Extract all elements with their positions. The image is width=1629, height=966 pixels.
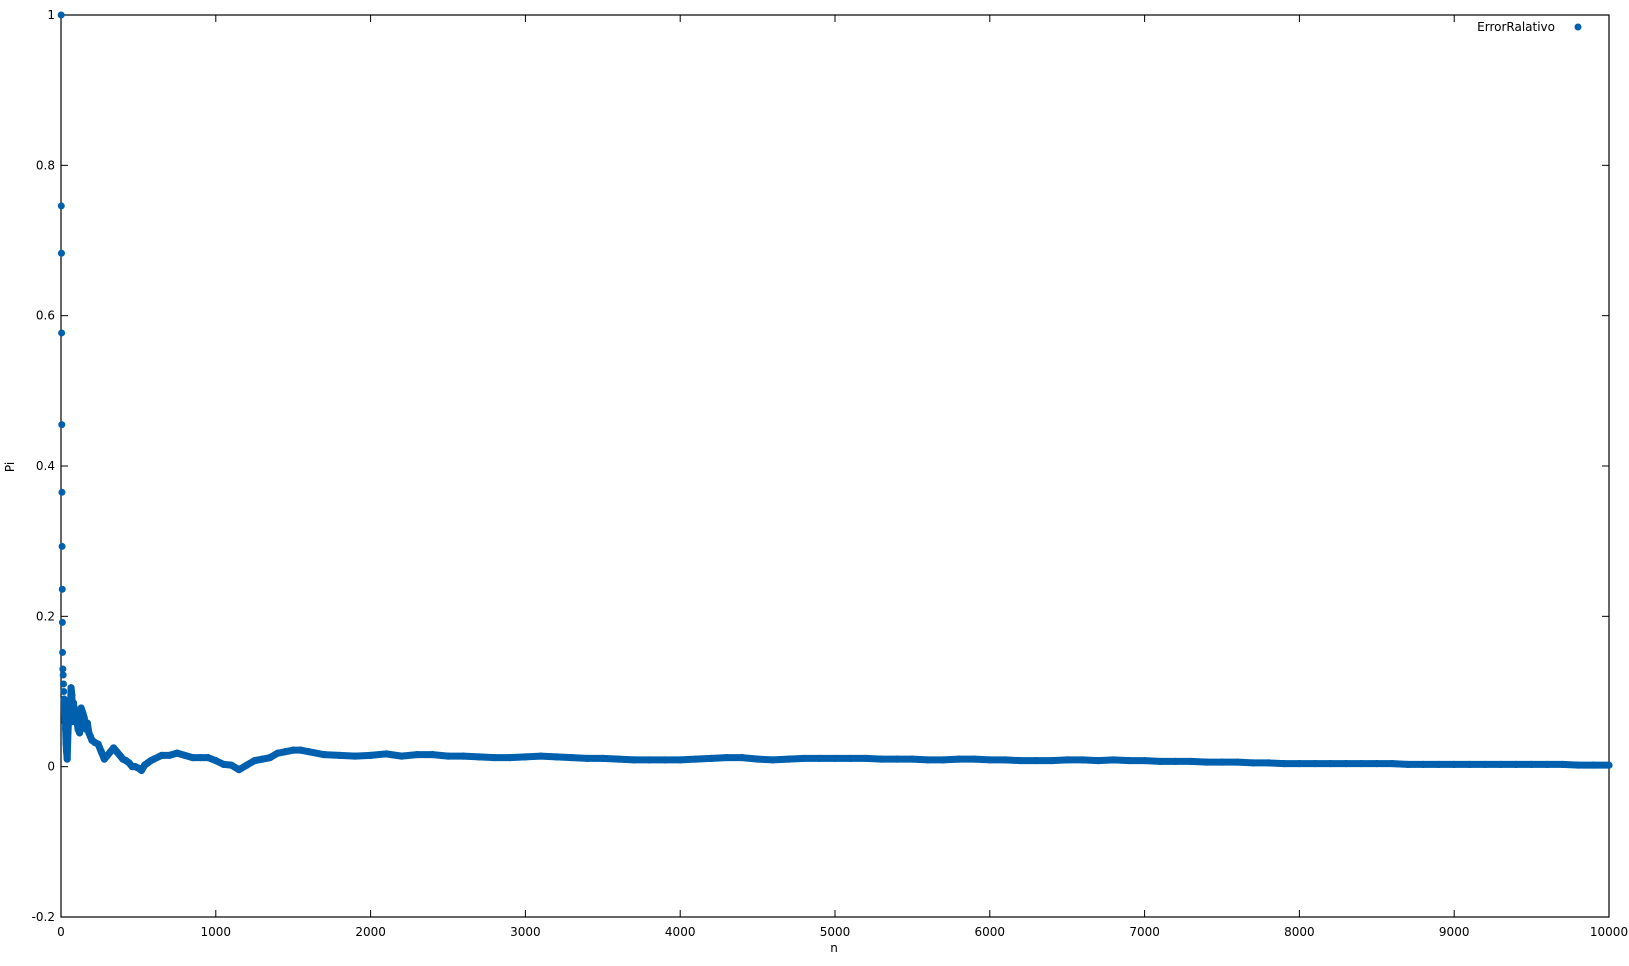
data-point [60,671,67,678]
x-tick-label: 1000 [201,925,232,939]
data-point [58,329,65,336]
y-tick-label: 0.4 [36,459,55,473]
y-tick-label: 0 [47,760,55,774]
x-tick-label: 0 [57,925,65,939]
y-tick-label: 1 [47,8,55,22]
data-point [59,649,66,656]
data-point [58,12,65,19]
data-point [58,202,65,209]
x-tick-label: 3000 [510,925,541,939]
legend: ErrorRalativo [1477,20,1581,34]
data-point [60,680,67,687]
series-ErrorRalativo [58,12,1613,774]
plot-frame [61,15,1609,917]
legend-label: ErrorRalativo [1477,20,1555,34]
data-point-band [67,733,68,759]
y-tick-label: 0.8 [36,158,55,172]
y-axis-label: Pi [3,462,17,472]
data-point [59,543,66,550]
x-tick-label: 9000 [1439,925,1470,939]
y-tick-label: 0.6 [36,309,55,323]
x-tick-label: 8000 [1284,925,1315,939]
x-tick-label: 5000 [820,925,851,939]
x-tick-label: 10000 [1590,925,1628,939]
legend-marker [1575,24,1582,31]
data-point [59,619,66,626]
y-tick-label: 0.2 [36,609,55,623]
data-point [60,688,67,695]
x-axis-ticks: 0 1000 2000 3000 4000 5000 6000 7000 8000 9000 100… [57,15,1628,939]
y-axis-ticks: -0.2 0 0.2 0.4 0.6 0.8 1 [32,8,1609,924]
y-tick-label: -0.2 [32,910,55,924]
data-point [58,489,65,496]
x-tick-label: 2000 [355,925,386,939]
series-layer [58,12,1613,774]
x-axis-label: n [830,941,838,955]
plot-border [61,15,1609,917]
x-tick-label: 4000 [665,925,696,939]
data-point [58,421,65,428]
x-tick-label: 7000 [1129,925,1160,939]
data-point [58,250,65,257]
data-point [59,586,66,593]
data-point [59,665,66,672]
x-tick-label: 6000 [975,925,1006,939]
